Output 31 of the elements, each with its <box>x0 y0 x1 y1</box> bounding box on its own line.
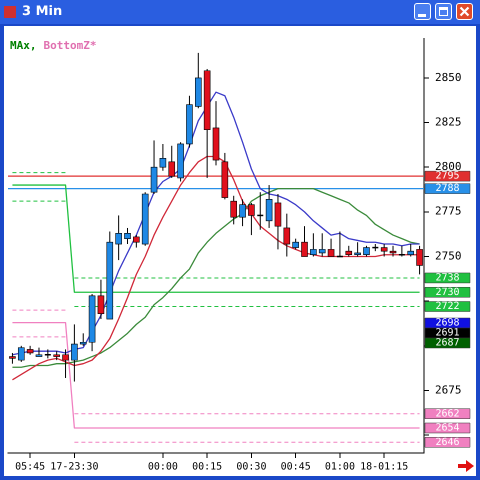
x-tick-label: 00:30 <box>236 462 266 473</box>
text: 2691 <box>435 328 460 339</box>
text: 2698 <box>435 318 460 329</box>
annotation: BottomZ* <box>43 38 96 52</box>
x-tick-label: 00:45 <box>280 462 311 473</box>
y-tick-label: 2850 <box>435 70 462 84</box>
y-tick-label: 2825 <box>435 115 462 128</box>
data-label: 2738 <box>435 272 460 284</box>
chart-title: 3 Min <box>22 4 62 19</box>
x-tick-label: 05:45 <box>15 462 46 473</box>
annotation: MAx, <box>10 38 36 52</box>
x-tick-label: 01:00 <box>324 462 355 473</box>
y-tick-label: 2775 <box>435 204 462 218</box>
data-label: 2662 <box>435 408 460 420</box>
candlestick <box>398 245 406 258</box>
y-tick-label: 2750 <box>435 249 462 262</box>
x-tick-label: 17-23:30 <box>50 462 98 473</box>
candlestick <box>256 192 264 230</box>
data-label: 2730 <box>435 286 460 298</box>
y-tick-label: 2675 <box>435 383 462 396</box>
data-label: 2646 <box>435 436 460 448</box>
ref-line-label: 2788 <box>435 183 460 194</box>
x-tick-label: 00:00 <box>148 462 178 473</box>
text: 2687 <box>435 338 460 349</box>
ref-line-label: 2795 <box>435 170 460 182</box>
x-tick-label: 00:15 <box>192 462 222 473</box>
data-label: 2654 <box>435 422 460 434</box>
x-tick-label: 18-01:15 <box>360 462 408 473</box>
candlestick <box>168 145 176 178</box>
data-label: 2722 <box>435 301 460 312</box>
candlestick <box>336 231 344 258</box>
